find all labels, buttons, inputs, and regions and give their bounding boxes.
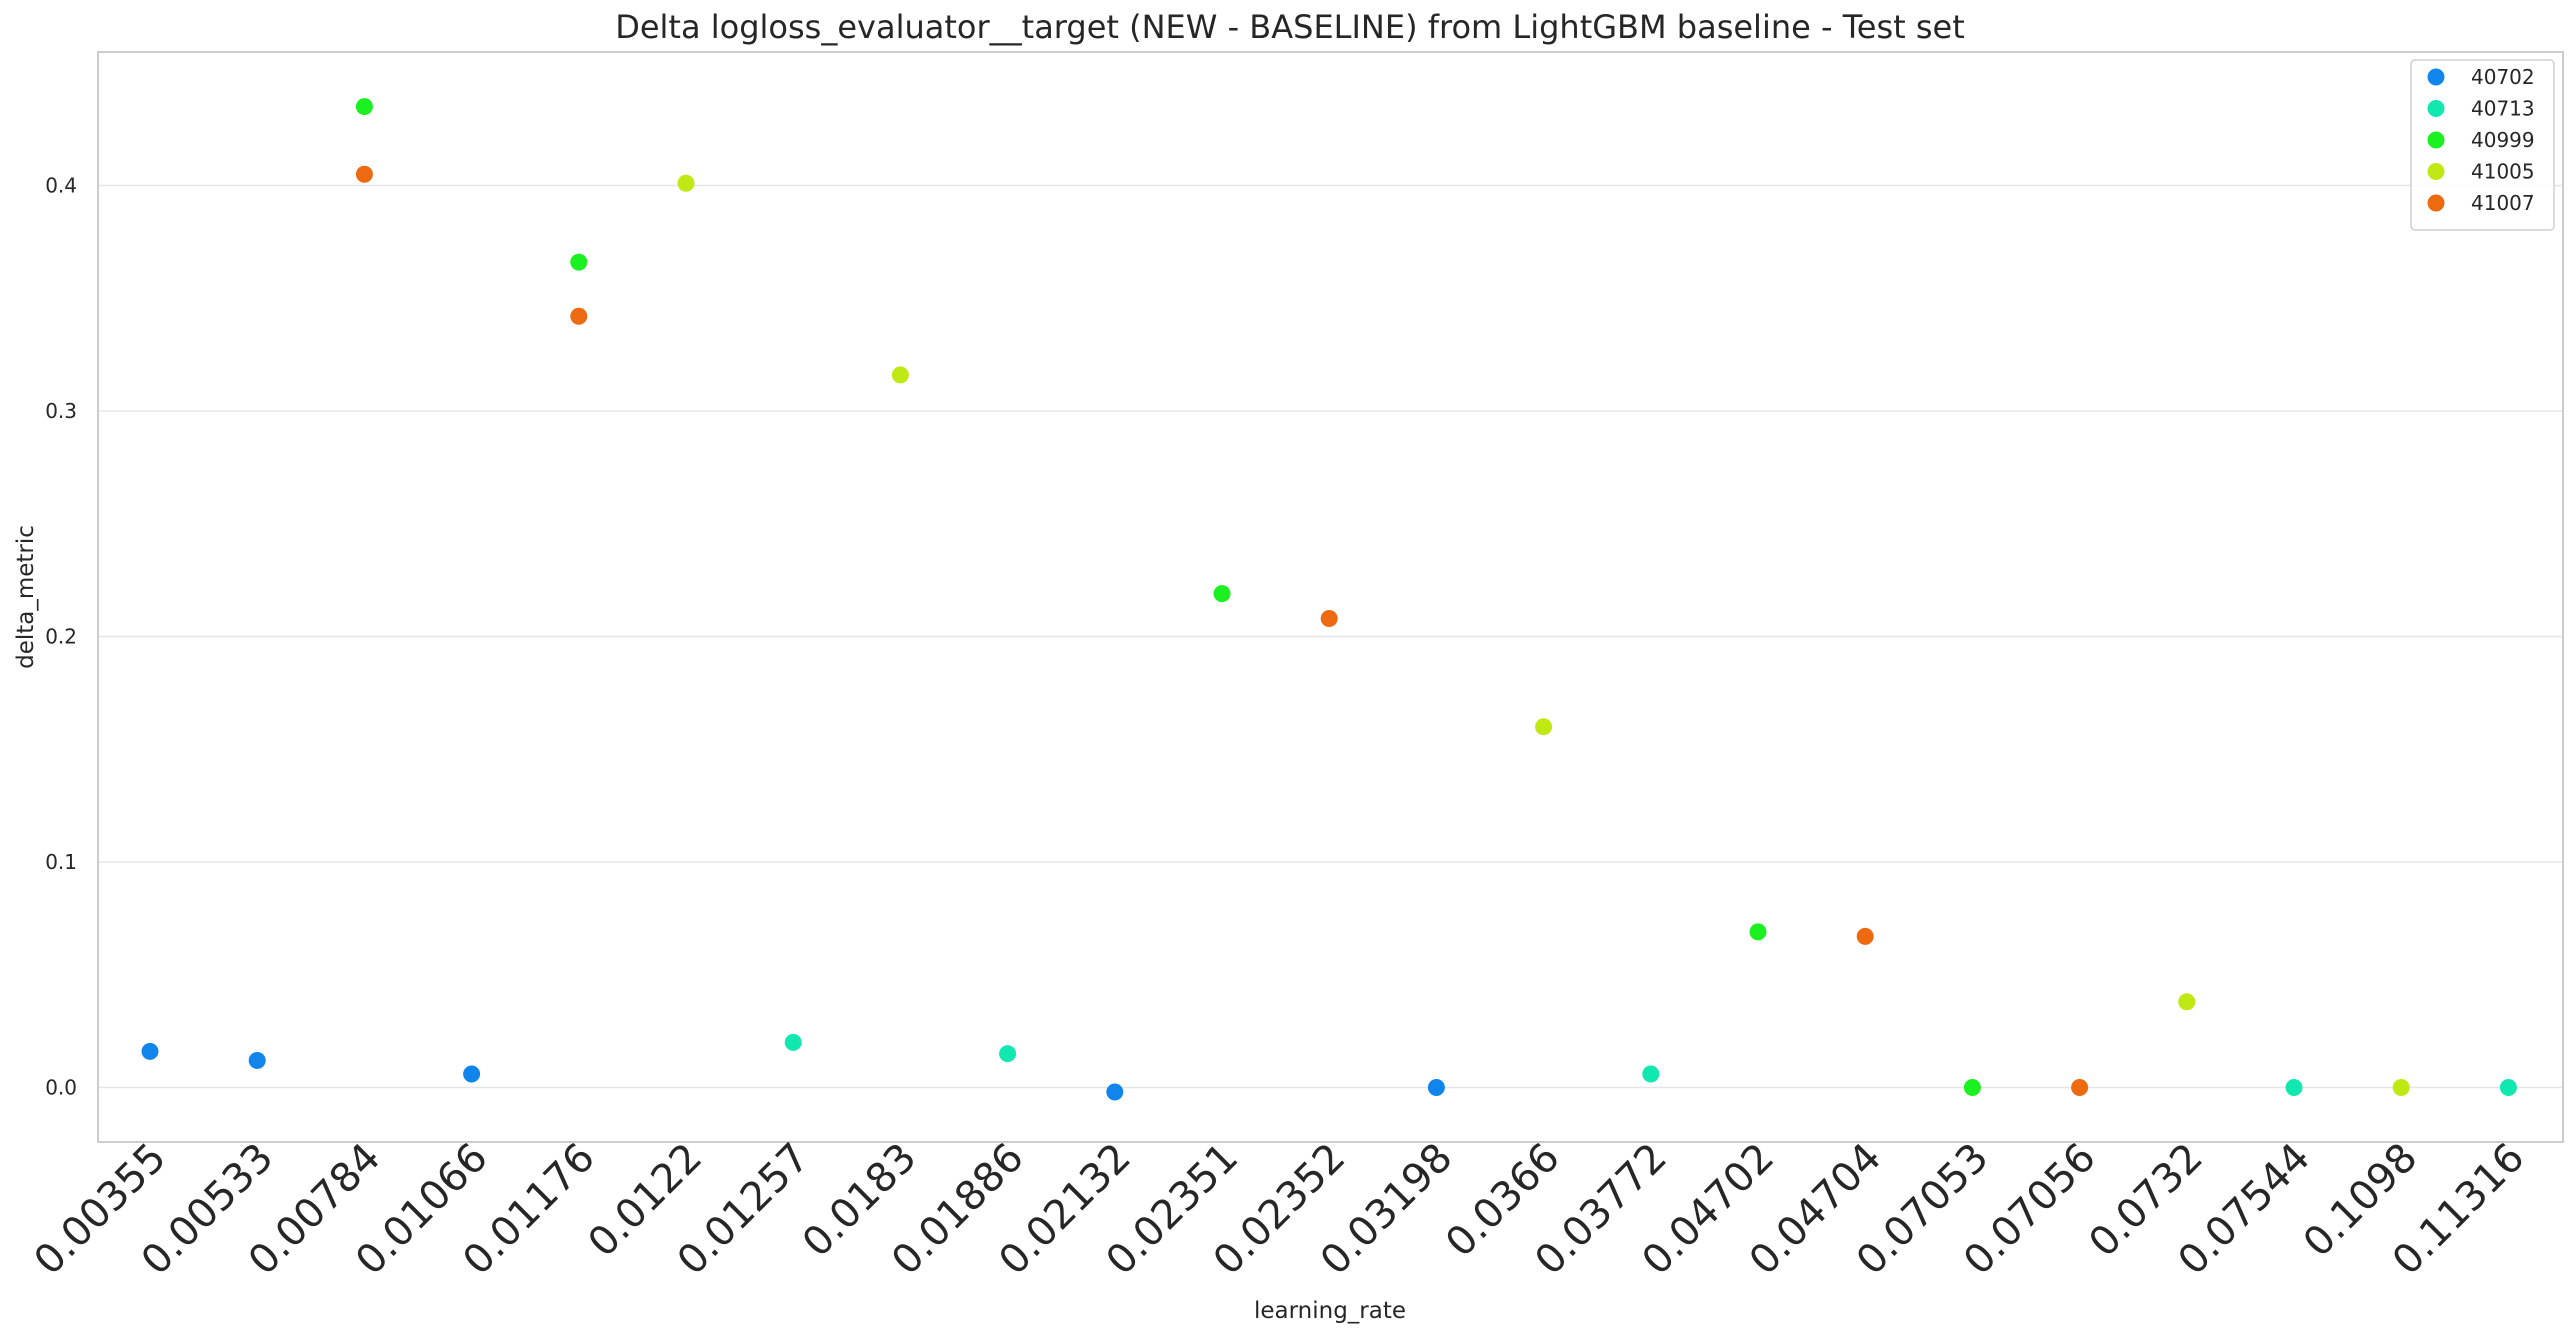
data-point (1320, 609, 1338, 627)
plot-frame (97, 51, 2564, 1143)
data-point (1106, 1083, 1124, 1101)
data-point (1963, 1079, 1981, 1096)
data-point (2285, 1079, 2303, 1096)
y-tick-label: 0.4 (45, 174, 77, 198)
data-point (999, 1045, 1017, 1063)
data-point (784, 1033, 802, 1051)
data-point (355, 98, 373, 116)
legend-label: 41007 (2471, 191, 2535, 215)
series-40713 (784, 1033, 2517, 1096)
legend-label: 41005 (2471, 160, 2535, 184)
data-point (1749, 923, 1767, 941)
series-41007 (355, 165, 2089, 1096)
grid-lines (98, 184, 2563, 1089)
chart-title: Delta logloss_evaluator__target (NEW - B… (615, 8, 1965, 46)
y-tick-label: 0.0 (45, 1076, 77, 1100)
y-tick-label: 0.2 (45, 625, 77, 649)
legend-label: 40713 (2471, 97, 2535, 121)
data-point (141, 1042, 159, 1060)
data-point (2499, 1079, 2517, 1096)
series-40702 (141, 1042, 1445, 1101)
data-points (141, 98, 2517, 1101)
data-point (891, 366, 909, 384)
legend-marker (2427, 194, 2445, 212)
legend-label: 40999 (2471, 128, 2535, 152)
data-point (2392, 1079, 2410, 1096)
data-point (2071, 1079, 2089, 1096)
series-40999 (355, 98, 1981, 1096)
data-point (463, 1065, 481, 1083)
legend-box (2410, 59, 2555, 231)
data-point (1535, 718, 1553, 736)
legend-label: 40702 (2471, 65, 2535, 89)
data-point (1213, 585, 1231, 603)
series-41005 (677, 174, 2410, 1096)
data-point (677, 174, 695, 192)
y-axis-label: delta_metric (13, 525, 39, 669)
y-axis-ticks: 0.0 0.1 0.2 0.3 0.4 (45, 174, 77, 1100)
data-point (355, 165, 373, 183)
legend-marker (2427, 100, 2445, 117)
x-axis-ticks: 0.003550.005330.007840.010660.011760.012… (26, 1135, 2534, 1284)
data-point (1427, 1079, 1445, 1096)
data-point (1856, 927, 1874, 945)
y-tick-label: 0.1 (45, 850, 77, 874)
legend: 40702 40713 40999 41005 41007 (2410, 59, 2555, 231)
legend-marker (2427, 163, 2445, 180)
data-point (1642, 1065, 1660, 1083)
x-axis-label: learning_rate (1254, 1298, 1406, 1324)
data-point (570, 253, 588, 271)
legend-marker (2427, 131, 2445, 149)
legend-marker (2427, 68, 2445, 86)
data-point (248, 1051, 266, 1069)
data-point (570, 307, 588, 325)
data-point (2178, 993, 2196, 1011)
y-tick-label: 0.3 (45, 399, 77, 423)
